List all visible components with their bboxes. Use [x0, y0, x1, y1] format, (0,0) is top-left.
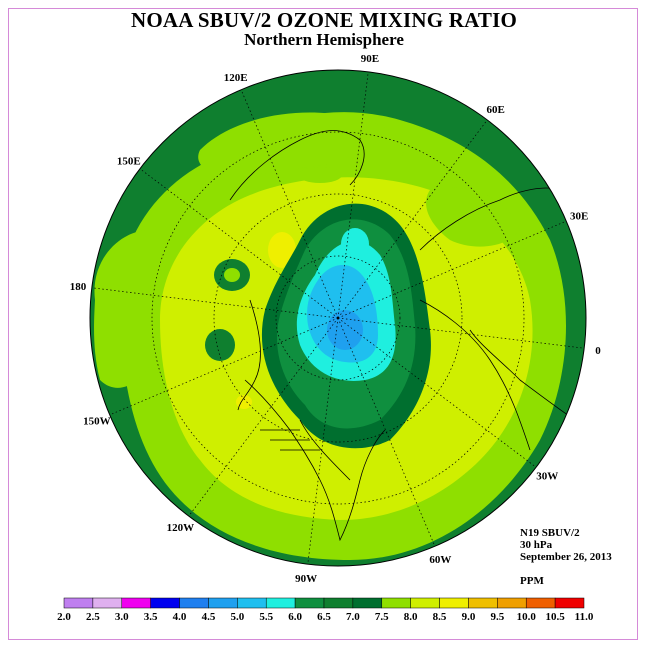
colorbar-swatch [179, 597, 209, 609]
colorbar-swatch [497, 597, 527, 609]
colorbar-tick-label: 8.0 [404, 611, 418, 623]
pressure-text: 30 hPa [520, 539, 553, 551]
colorbar-tick-label: 10.5 [545, 611, 565, 623]
colorbar-tick-label: 6.0 [288, 611, 302, 623]
colorbar-tick-label: 7.0 [346, 611, 360, 623]
colorbar-tick-label: 3.0 [115, 611, 129, 623]
latitude-circle-70 [275, 255, 401, 381]
ozone-band-patch-north [298, 167, 342, 183]
meridian-line [337, 119, 488, 319]
longitude-label: 120E [224, 72, 248, 84]
longitude-label: 30E [570, 211, 588, 223]
ozone-field [90, 70, 586, 566]
colorbar-tick-label: 9.5 [490, 611, 504, 623]
meridian-line [139, 168, 339, 319]
colorbar-tick-label: 2.0 [57, 611, 71, 623]
colorbar-tick-label: 7.5 [375, 611, 389, 623]
colorbar-swatch [554, 597, 585, 609]
longitude-label: 150E [117, 155, 141, 167]
longitude-label: 90E [361, 53, 379, 65]
colorbar-tick-label: 4.5 [202, 611, 216, 623]
colorbar-swatch [208, 597, 238, 609]
longitude-label: 60W [429, 554, 451, 566]
colorbar-swatch [525, 597, 556, 609]
meridian-line [91, 287, 339, 319]
hemisphere-boundary [89, 69, 587, 567]
ozone-blob-2 [205, 329, 235, 361]
colorbar-swatch [468, 597, 498, 609]
longitude-label: 120W [167, 522, 195, 534]
colorbar-tick-label: 6.5 [317, 611, 331, 623]
colorbar-swatch [237, 597, 267, 609]
longitude-label: 180 [70, 281, 87, 293]
colorbar-swatch [381, 597, 411, 609]
colorbar-tick-label: 10.0 [517, 611, 537, 623]
meridian-line [337, 317, 585, 349]
date-text: September 26, 2013 [520, 551, 612, 563]
colorbar-swatch [63, 597, 94, 609]
meridian-line [337, 317, 436, 547]
map-subtitle: Northern Hemisphere [244, 30, 404, 49]
colorbar-tick-label: 9.0 [462, 611, 476, 623]
ozone-band-5-5-greenland [341, 228, 369, 260]
colorbar-tick-label: 3.5 [144, 611, 158, 623]
colorbar-tick-label: 5.5 [259, 611, 273, 623]
colorbar-swatch [439, 597, 469, 609]
meridians [91, 71, 585, 565]
meridian-line [240, 89, 339, 319]
longitude-label: 30W [536, 471, 558, 483]
ozone-max-spot-1 [268, 232, 296, 268]
colorbar-tick-label: 2.5 [86, 611, 100, 623]
meridian-line [337, 220, 567, 319]
longitude-label: 90W [295, 573, 317, 585]
ozone-band-light-green-west [94, 230, 165, 388]
colorbar-tick-label: 4.0 [173, 611, 187, 623]
colorbar-tick-label: 11.0 [575, 611, 594, 623]
ozone-min [327, 310, 363, 350]
ozone-band-light-green-north [198, 112, 405, 176]
graticule [151, 131, 525, 505]
coastlines [229, 130, 576, 542]
units-text: PPM [520, 575, 544, 587]
colorbar-swatch [323, 597, 354, 609]
colorbar-swatch [294, 597, 325, 609]
ozone-blob-1-inner [224, 268, 240, 282]
longitude-label: 60E [487, 104, 505, 116]
ozone-band-light-green-patch [426, 187, 520, 247]
latitude-circle-50 [213, 193, 463, 443]
longitude-labels: 90E 60E 30E 0 30W 60W 90W 120W 150W 180 150E 120E [70, 53, 602, 585]
colorbar-swatch [92, 597, 123, 609]
colorbar: 2.0 2.5 3.0 3.5 4.0 4.5 5.0 5.5 6.0 6.5 7.0 7.5 8.0 8… [57, 597, 594, 623]
longitude-label: 0 [595, 345, 601, 357]
longitude-label: 150W [83, 415, 111, 427]
colorbar-tick-label: 8.5 [433, 611, 447, 623]
meridian-line [337, 317, 537, 468]
colorbar-swatch [352, 597, 383, 609]
colorbar-swatch [410, 597, 440, 609]
colorbar-swatch [121, 597, 151, 609]
colorbar-swatch [150, 597, 180, 609]
colorbar-swatch [265, 597, 296, 609]
ozone-max-spot-3 [236, 395, 252, 409]
meridian-line [337, 71, 369, 319]
meridian-line [307, 317, 339, 565]
meridian-line [188, 317, 339, 517]
figure-frame [8, 8, 638, 640]
map-title: NOAA SBUV/2 OZONE MIXING RATIO [131, 8, 517, 32]
latitude-circle-30 [151, 131, 525, 505]
meridian-line [109, 317, 339, 416]
colorbar-tick-label: 5.0 [230, 611, 244, 623]
instrument-text: N19 SBUV/2 [520, 527, 580, 539]
